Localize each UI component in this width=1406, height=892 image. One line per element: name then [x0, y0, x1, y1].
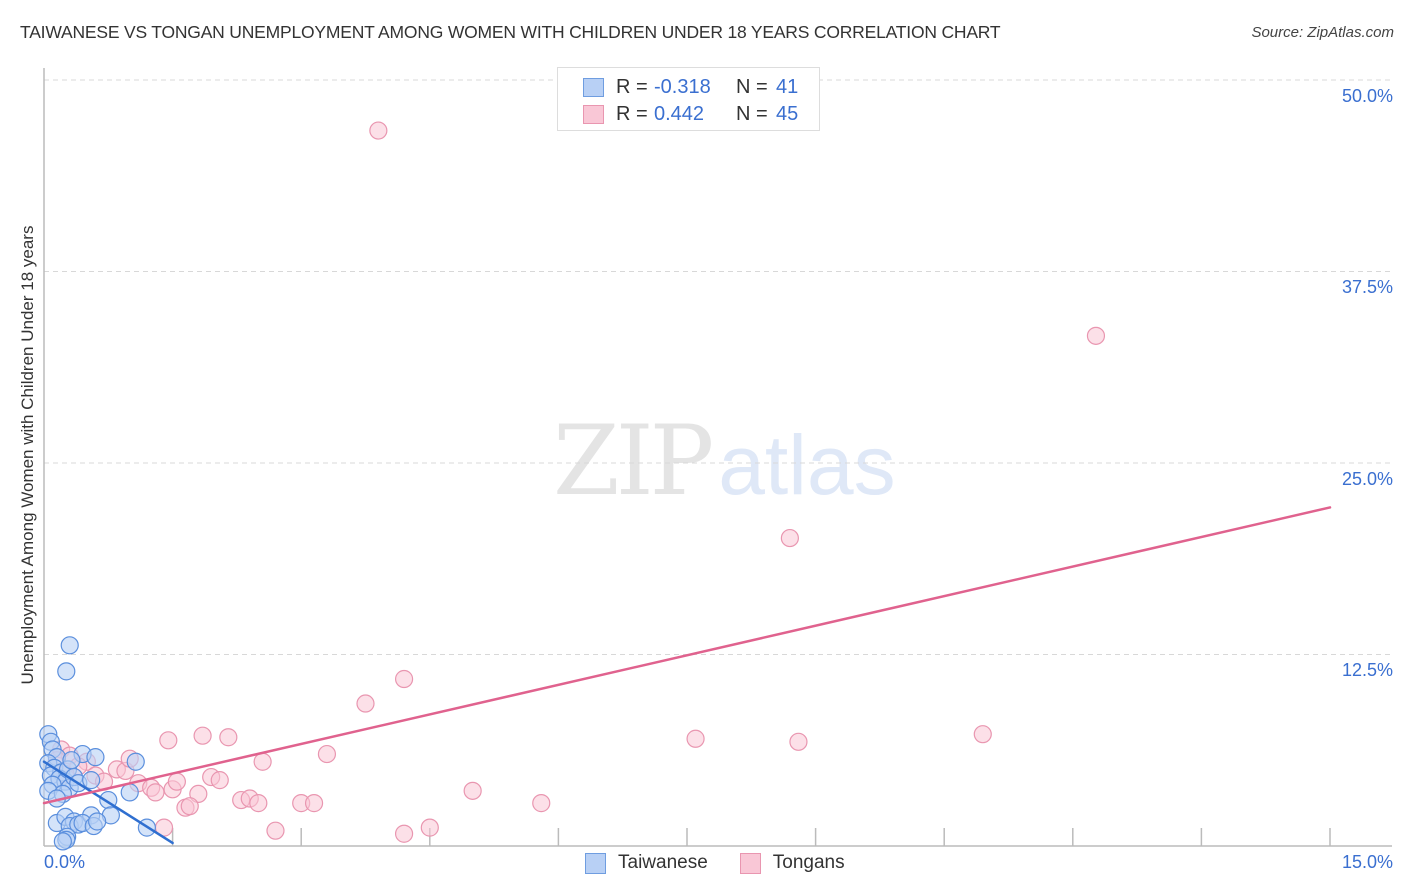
trend-lines — [42, 506, 1332, 845]
taiwanese-trend-line — [42, 760, 174, 845]
legend: Taiwanese Tongans — [585, 852, 877, 874]
data-point — [532, 794, 551, 813]
stats-box: R = -0.318 N = 41 R = 0.442 N = 45 — [557, 67, 820, 131]
r-value: -0.318 — [654, 75, 711, 98]
data-point — [369, 121, 388, 140]
tongans-trend-line — [42, 506, 1332, 805]
x-tick-max: 15.0% — [1341, 852, 1393, 872]
tongans-swatch — [583, 104, 604, 124]
data-point — [973, 725, 992, 744]
data-point — [167, 772, 186, 791]
r-label: R = — [616, 75, 648, 98]
data-point — [266, 821, 285, 840]
data-point — [120, 783, 139, 802]
source-label: Source: ZipAtlas.com — [1251, 24, 1394, 41]
r-label: R = — [616, 102, 648, 125]
tongans-points — [47, 121, 1106, 843]
data-point — [210, 771, 229, 790]
data-point — [159, 731, 178, 750]
legend-item-tongans[interactable]: Tongans — [739, 852, 845, 874]
data-point — [686, 729, 705, 748]
data-point — [60, 636, 79, 655]
r-value: 0.442 — [654, 102, 705, 125]
data-point — [180, 797, 199, 816]
data-point — [193, 726, 212, 745]
data-point — [82, 771, 101, 790]
data-point — [88, 812, 107, 831]
stats-row-tongans: R = 0.442 N = 45 — [583, 102, 798, 126]
n-value: 45 — [776, 102, 799, 125]
data-point — [463, 781, 482, 800]
data-point — [356, 694, 375, 713]
taiwanese-points — [39, 636, 156, 851]
data-point — [789, 732, 808, 751]
axes — [43, 68, 1392, 847]
tongans-swatch — [739, 852, 761, 874]
taiwanese-swatch — [583, 77, 604, 97]
x-tick-min: 0.0% — [44, 852, 86, 872]
data-point — [146, 783, 165, 802]
y-tick-25: 25.0% — [1341, 469, 1393, 489]
legend-item-taiwanese[interactable]: Taiwanese — [585, 852, 708, 874]
data-point — [126, 752, 145, 771]
data-point — [253, 752, 272, 771]
legend-label: Taiwanese — [618, 852, 708, 873]
chart-title: TAIWANESE VS TONGAN UNEMPLOYMENT AMONG W… — [20, 22, 1001, 42]
data-point — [57, 662, 76, 681]
data-point — [780, 528, 799, 548]
data-point — [219, 728, 238, 747]
legend-label: Tongans — [772, 852, 845, 873]
n-label: N = — [736, 102, 768, 125]
data-point — [394, 669, 414, 689]
y-tick-12-5: 12.5% — [1341, 660, 1393, 680]
n-value: 41 — [776, 75, 799, 98]
taiwanese-swatch — [585, 852, 606, 874]
data-point — [317, 744, 337, 764]
data-point — [1086, 326, 1106, 345]
data-point — [420, 818, 439, 837]
data-point — [394, 824, 414, 843]
y-tick-37-5: 37.5% — [1341, 277, 1393, 297]
gridlines — [44, 79, 1392, 655]
data-point — [249, 794, 268, 813]
data-point — [53, 832, 72, 851]
data-point — [62, 751, 81, 770]
n-label: N = — [736, 75, 768, 98]
y-tick-50: 50.0% — [1341, 86, 1393, 106]
data-point — [304, 794, 324, 813]
data-point — [86, 748, 105, 767]
stats-row-taiwanese: R = -0.318 N = 41 — [583, 75, 798, 99]
y-axis-label: Unemployment Among Women with Children U… — [18, 225, 37, 685]
